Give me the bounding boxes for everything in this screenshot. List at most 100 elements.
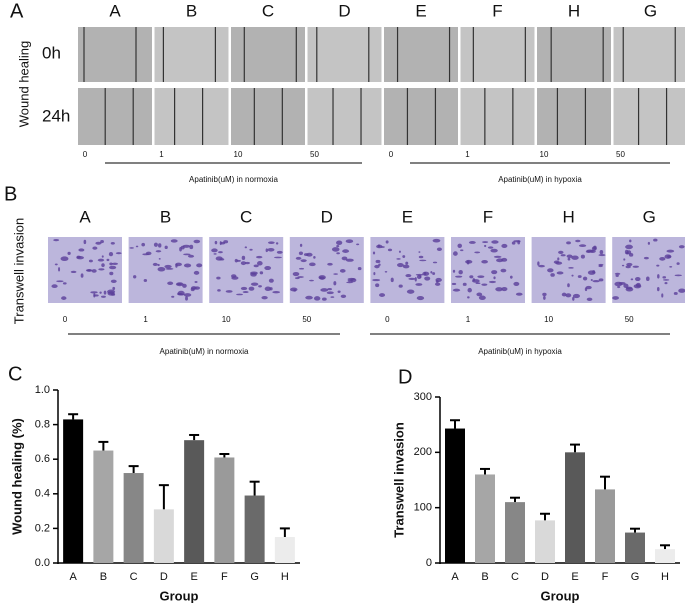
cell <box>272 290 281 294</box>
cell <box>387 248 393 252</box>
cell <box>633 284 642 289</box>
y-tick-label: 1.0 <box>35 384 50 396</box>
cell <box>216 276 221 280</box>
x-tick-label: B <box>100 571 107 583</box>
column-label: A <box>79 207 91 226</box>
cell <box>342 249 350 253</box>
cell <box>405 261 409 265</box>
column-label: D <box>321 207 333 226</box>
bar <box>475 474 495 563</box>
cell <box>396 258 401 260</box>
cell <box>415 273 424 276</box>
column-label: A <box>109 1 121 20</box>
cell <box>183 253 191 256</box>
cell <box>62 282 67 285</box>
bar <box>63 419 84 563</box>
cell <box>419 259 427 262</box>
cell <box>164 245 168 250</box>
cell <box>415 283 423 286</box>
cell <box>320 288 329 292</box>
cell <box>51 284 58 289</box>
cell <box>275 242 279 245</box>
cell <box>517 240 521 245</box>
cell <box>465 259 473 264</box>
cell <box>495 287 503 292</box>
micrograph <box>612 237 685 303</box>
cell <box>476 292 483 297</box>
cell <box>273 256 282 259</box>
cell <box>662 279 670 281</box>
cell <box>513 281 520 286</box>
y-tick-label: 0 <box>426 557 432 569</box>
x-tick-label: C <box>511 571 519 583</box>
cell <box>152 262 158 266</box>
panel-label: C <box>8 363 22 385</box>
cell <box>109 262 113 266</box>
cell <box>432 272 436 275</box>
cell <box>375 283 380 288</box>
cell <box>109 271 114 276</box>
cell <box>634 277 641 282</box>
cell <box>390 277 394 283</box>
cell <box>478 295 486 301</box>
cell <box>408 277 416 280</box>
cell <box>402 255 406 258</box>
y-tick-label: 0.2 <box>35 522 50 534</box>
group-label: Apatinib(uM) in normoxia <box>189 175 278 184</box>
cell <box>269 287 273 291</box>
cell <box>167 281 174 286</box>
cell <box>405 274 412 278</box>
cell <box>276 250 283 254</box>
y-tick-label: 0.8 <box>35 419 50 431</box>
cell <box>213 253 217 255</box>
cell <box>249 248 253 251</box>
cell <box>295 277 300 280</box>
cell <box>490 248 498 253</box>
cell <box>176 283 183 285</box>
cell <box>299 267 305 270</box>
cell <box>299 243 303 247</box>
dose-label: 0 <box>389 150 394 159</box>
panel-label: D <box>398 366 412 388</box>
cell <box>112 286 116 291</box>
cell <box>434 282 441 286</box>
cell <box>234 258 238 263</box>
cell <box>141 242 146 247</box>
cell <box>586 297 593 301</box>
micrograph <box>154 88 229 145</box>
cell <box>550 273 555 277</box>
cell <box>268 241 275 244</box>
cell <box>384 270 388 273</box>
dose-label: 0 <box>83 150 88 159</box>
cell <box>538 264 545 268</box>
y-axis-title: Transwell invasion <box>391 422 406 538</box>
cell <box>500 268 507 273</box>
y-tick-label: 0.4 <box>35 488 50 500</box>
micrograph <box>460 88 535 145</box>
cell <box>101 255 104 258</box>
cell <box>333 281 337 286</box>
cell <box>435 277 442 283</box>
bar <box>655 549 675 563</box>
cell <box>561 292 567 297</box>
cell <box>337 290 341 293</box>
x-tick-label: G <box>250 571 259 583</box>
cell <box>145 251 152 256</box>
column-label: C <box>262 1 274 20</box>
x-tick-label: D <box>541 571 549 583</box>
cell <box>501 286 508 292</box>
cell <box>106 258 110 262</box>
cell <box>345 239 354 244</box>
side-label: Transwell invasion <box>11 218 26 324</box>
cell <box>217 289 221 292</box>
cell <box>543 295 546 300</box>
cell <box>572 296 575 301</box>
cell <box>571 274 574 277</box>
cell <box>373 272 376 276</box>
cell <box>155 250 162 253</box>
x-tick-label: E <box>190 571 197 583</box>
cell <box>110 279 117 283</box>
cell <box>61 296 67 300</box>
bar <box>535 520 555 563</box>
cell <box>571 255 579 260</box>
